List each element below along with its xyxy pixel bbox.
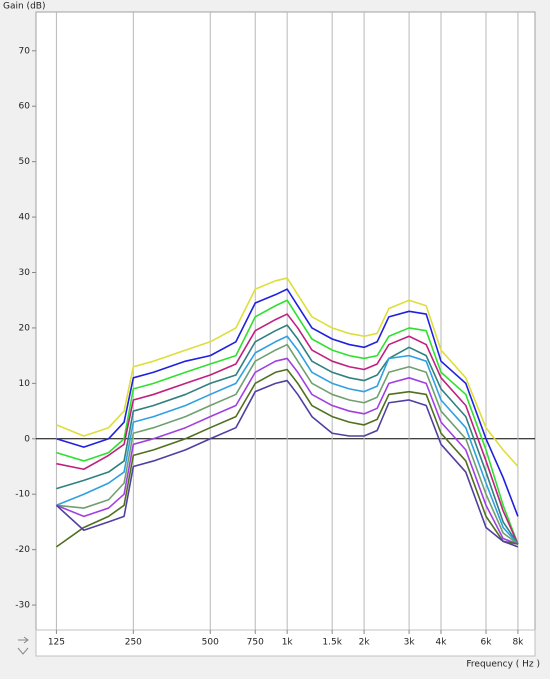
x-tick-label: 6k: [481, 638, 493, 648]
gain-curve: [56, 343, 519, 545]
plot-area: [35, 11, 536, 631]
gain-curve: [56, 277, 519, 468]
gain-curve: [56, 357, 519, 545]
gain-curve: [55, 379, 519, 548]
y-tick-label: 10: [19, 379, 31, 389]
y-tick-label: -30: [15, 601, 30, 611]
x-tick-label: 500: [202, 638, 219, 648]
x-tick-label: 2k: [359, 638, 371, 648]
x-tick-label: 125: [48, 638, 65, 648]
x-axis-title: Frequency ( Hz ): [466, 660, 540, 670]
gain-curve: [56, 335, 519, 545]
gain-curve: [56, 288, 519, 517]
scroll-arrows[interactable]: [17, 636, 29, 655]
y-tick-label: 60: [19, 102, 31, 112]
x-axis-bar: [35, 629, 536, 657]
y-tick-label: 40: [19, 213, 31, 223]
y-tick-label: 0: [24, 434, 30, 444]
gain-curve: [56, 313, 519, 545]
gain-curve: [56, 299, 519, 545]
x-tick-label: 3k: [404, 638, 416, 648]
y-tick-label: 70: [19, 46, 31, 56]
y-tick-label: -10: [15, 490, 30, 500]
y-tick-label: 30: [19, 268, 31, 278]
y-tick-label: 20: [19, 323, 31, 333]
gain-curve: [55, 368, 519, 548]
x-tick-label: 250: [125, 638, 142, 648]
y-tick-label: 50: [19, 157, 31, 167]
x-tick-label: 1k: [282, 638, 294, 648]
x-tick-label: 750: [247, 638, 264, 648]
x-tick-label: 8k: [512, 638, 524, 648]
y-axis-title: Gain (dB): [3, 2, 45, 12]
x-tick-label: 1.5k: [322, 638, 342, 648]
x-tick-label: 4k: [436, 638, 448, 648]
y-tick-label: -20: [15, 545, 30, 555]
gain-curve: [56, 324, 519, 545]
